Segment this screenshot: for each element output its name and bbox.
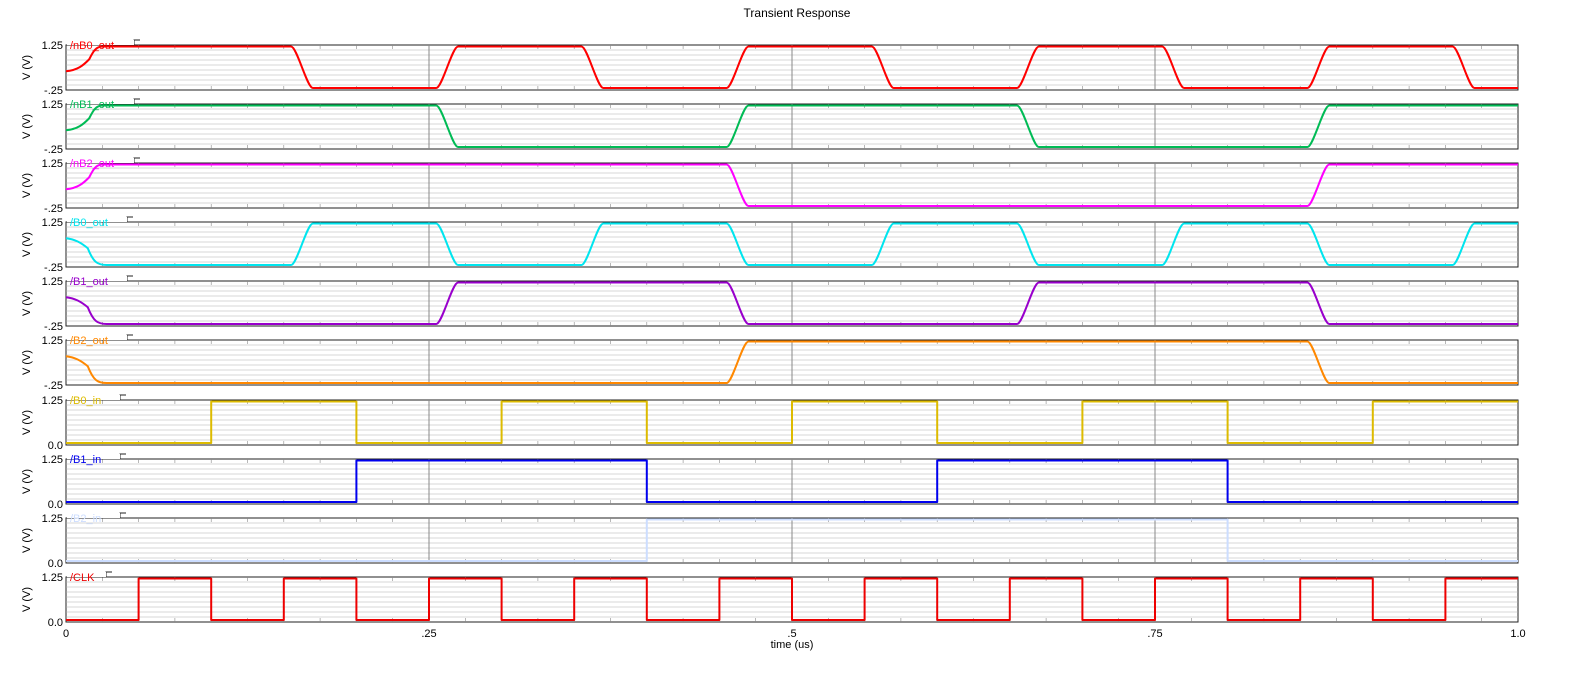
- y-tick-label: -.25: [44, 85, 63, 97]
- y-tick-label: 1.25: [42, 276, 63, 288]
- y-tick-label: 1.25: [42, 513, 63, 525]
- signal-trace: [66, 400, 1518, 444]
- panel-b0_in: 1.25 0.0 V (V) /B0_in: [21, 394, 1519, 452]
- panel-b2_out: 1.25 -.25 V (V) /B2_out: [21, 334, 1519, 392]
- chart-title: Transient Response: [743, 6, 851, 20]
- y-axis-label: V (V): [21, 469, 33, 494]
- y-tick-label: 1.25: [42, 217, 63, 229]
- panel-b2_in: 1.25 0.0 V (V) /B2_in: [21, 512, 1519, 570]
- y-tick-label: 1.25: [42, 158, 63, 170]
- signal-trace: [65, 222, 1518, 266]
- x-tick-label: .5: [787, 628, 796, 640]
- panel-b1_in: 1.25 0.0 V (V) /B1_in: [21, 453, 1519, 511]
- signal-tab-bg: [67, 276, 127, 281]
- signal-tab-bg: [67, 513, 120, 518]
- signal-trace: [65, 281, 1518, 325]
- x-tick-label: .75: [1147, 628, 1162, 640]
- signal-trace: [65, 163, 1518, 207]
- x-tick-label: .25: [421, 628, 436, 640]
- y-axis-label: V (V): [21, 410, 33, 435]
- signal-label: /B2_out: [70, 335, 108, 347]
- panel-nb0_out: 1.25 -.25 V (V) /nB0_out: [21, 39, 1519, 97]
- signal-tab-bg: [67, 454, 120, 459]
- signal-tab-bg: [67, 99, 134, 104]
- signal-trace: [66, 459, 1518, 503]
- signal-label: /CLK: [70, 572, 95, 584]
- y-tick-label: -.25: [44, 321, 63, 333]
- signal-tab-bg: [67, 158, 134, 163]
- y-axis-label: V (V): [21, 587, 33, 612]
- y-axis-label: V (V): [21, 173, 33, 198]
- signal-label: /B1_in: [70, 454, 101, 466]
- x-axis-label: time (us): [771, 639, 814, 651]
- y-tick-label: 1.25: [42, 335, 63, 347]
- signal-trace: [65, 340, 1518, 384]
- signal-label: /B1_out: [70, 276, 108, 288]
- y-axis-label: V (V): [21, 232, 33, 257]
- signal-label: /nB1_out: [70, 99, 114, 111]
- signal-label: /B0_out: [70, 217, 108, 229]
- y-tick-label: 1.25: [42, 454, 63, 466]
- signal-trace: [65, 45, 1518, 89]
- y-tick-label: -.25: [44, 144, 63, 156]
- y-tick-label: 0.0: [48, 617, 63, 629]
- signal-tab-bg: [67, 335, 127, 340]
- y-axis-label: V (V): [21, 350, 33, 375]
- y-tick-label: 0.0: [48, 440, 63, 452]
- y-axis-label: V (V): [21, 114, 33, 139]
- y-tick-label: 1.25: [42, 395, 63, 407]
- panel-nb2_out: 1.25 -.25 V (V) /nB2_out: [21, 157, 1519, 215]
- signal-label: /B0_in: [70, 395, 101, 407]
- y-tick-label: -.25: [44, 380, 63, 392]
- y-tick-label: -.25: [44, 203, 63, 215]
- signal-trace: [65, 104, 1518, 148]
- signal-label: /nB0_out: [70, 40, 114, 52]
- signal-label: /B2_in: [70, 513, 101, 525]
- signal-label: /nB2_out: [70, 158, 114, 170]
- y-tick-label: 0.0: [48, 499, 63, 511]
- signal-tab-bg: [67, 217, 127, 222]
- signal-trace: [66, 518, 1518, 562]
- signal-trace: [66, 577, 1518, 621]
- y-tick-label: -.25: [44, 262, 63, 274]
- y-axis-label: V (V): [21, 528, 33, 553]
- panel-b1_out: 1.25 -.25 V (V) /B1_out: [21, 275, 1519, 333]
- y-tick-label: 1.25: [42, 40, 63, 52]
- x-tick-label: 0: [63, 628, 69, 640]
- y-axis-label: V (V): [21, 291, 33, 316]
- signal-tab-bg: [67, 40, 134, 45]
- panel-b0_out: 1.25 -.25 V (V) /B0_out: [21, 216, 1519, 274]
- signal-tab-bg: [67, 572, 106, 577]
- panel-clk: 1.25 0.0 V (V) /CLK: [21, 571, 1519, 629]
- signal-tab-bg: [67, 395, 120, 400]
- y-axis-label: V (V): [21, 55, 33, 80]
- panel-nb1_out: 1.25 -.25 V (V) /nB1_out: [21, 98, 1519, 156]
- y-tick-label: 0.0: [48, 558, 63, 570]
- x-tick-label: 1.0: [1510, 628, 1525, 640]
- y-tick-label: 1.25: [42, 572, 63, 584]
- y-tick-label: 1.25: [42, 99, 63, 111]
